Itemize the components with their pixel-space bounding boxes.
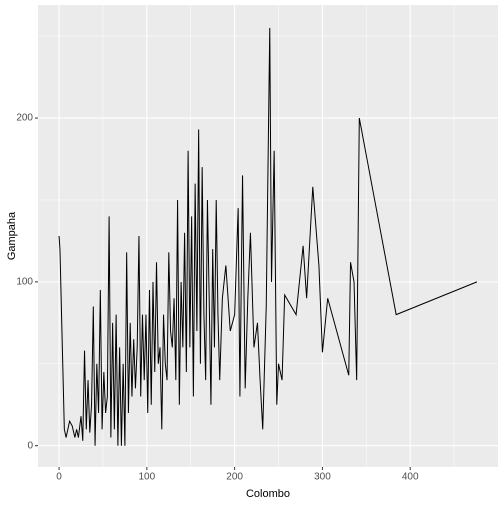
x-axis-title: Colombo <box>246 488 290 500</box>
y-tick-label: 200 <box>16 113 33 124</box>
x-tick-label: 400 <box>402 472 419 483</box>
x-tick-label: 100 <box>139 472 156 483</box>
y-tick-label: 100 <box>16 277 33 288</box>
x-tick-label: 300 <box>314 472 331 483</box>
x-tick-label: 0 <box>56 472 62 483</box>
x-tick-label: 200 <box>226 472 243 483</box>
y-tick-label: 0 <box>27 440 33 451</box>
data-line <box>58 27 478 446</box>
y-axis-title: Gampaha <box>6 211 18 260</box>
